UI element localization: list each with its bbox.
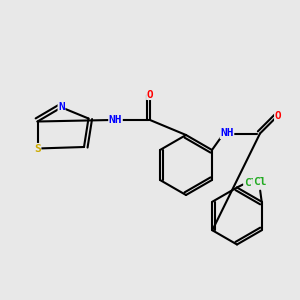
- Text: O: O: [147, 89, 153, 100]
- Text: Cl: Cl: [244, 178, 257, 188]
- Text: O: O: [274, 110, 281, 121]
- Text: NH: NH: [109, 115, 122, 125]
- Text: S: S: [34, 143, 41, 154]
- Text: NH: NH: [220, 128, 234, 139]
- Text: N: N: [58, 102, 65, 112]
- Text: Cl: Cl: [254, 177, 267, 187]
